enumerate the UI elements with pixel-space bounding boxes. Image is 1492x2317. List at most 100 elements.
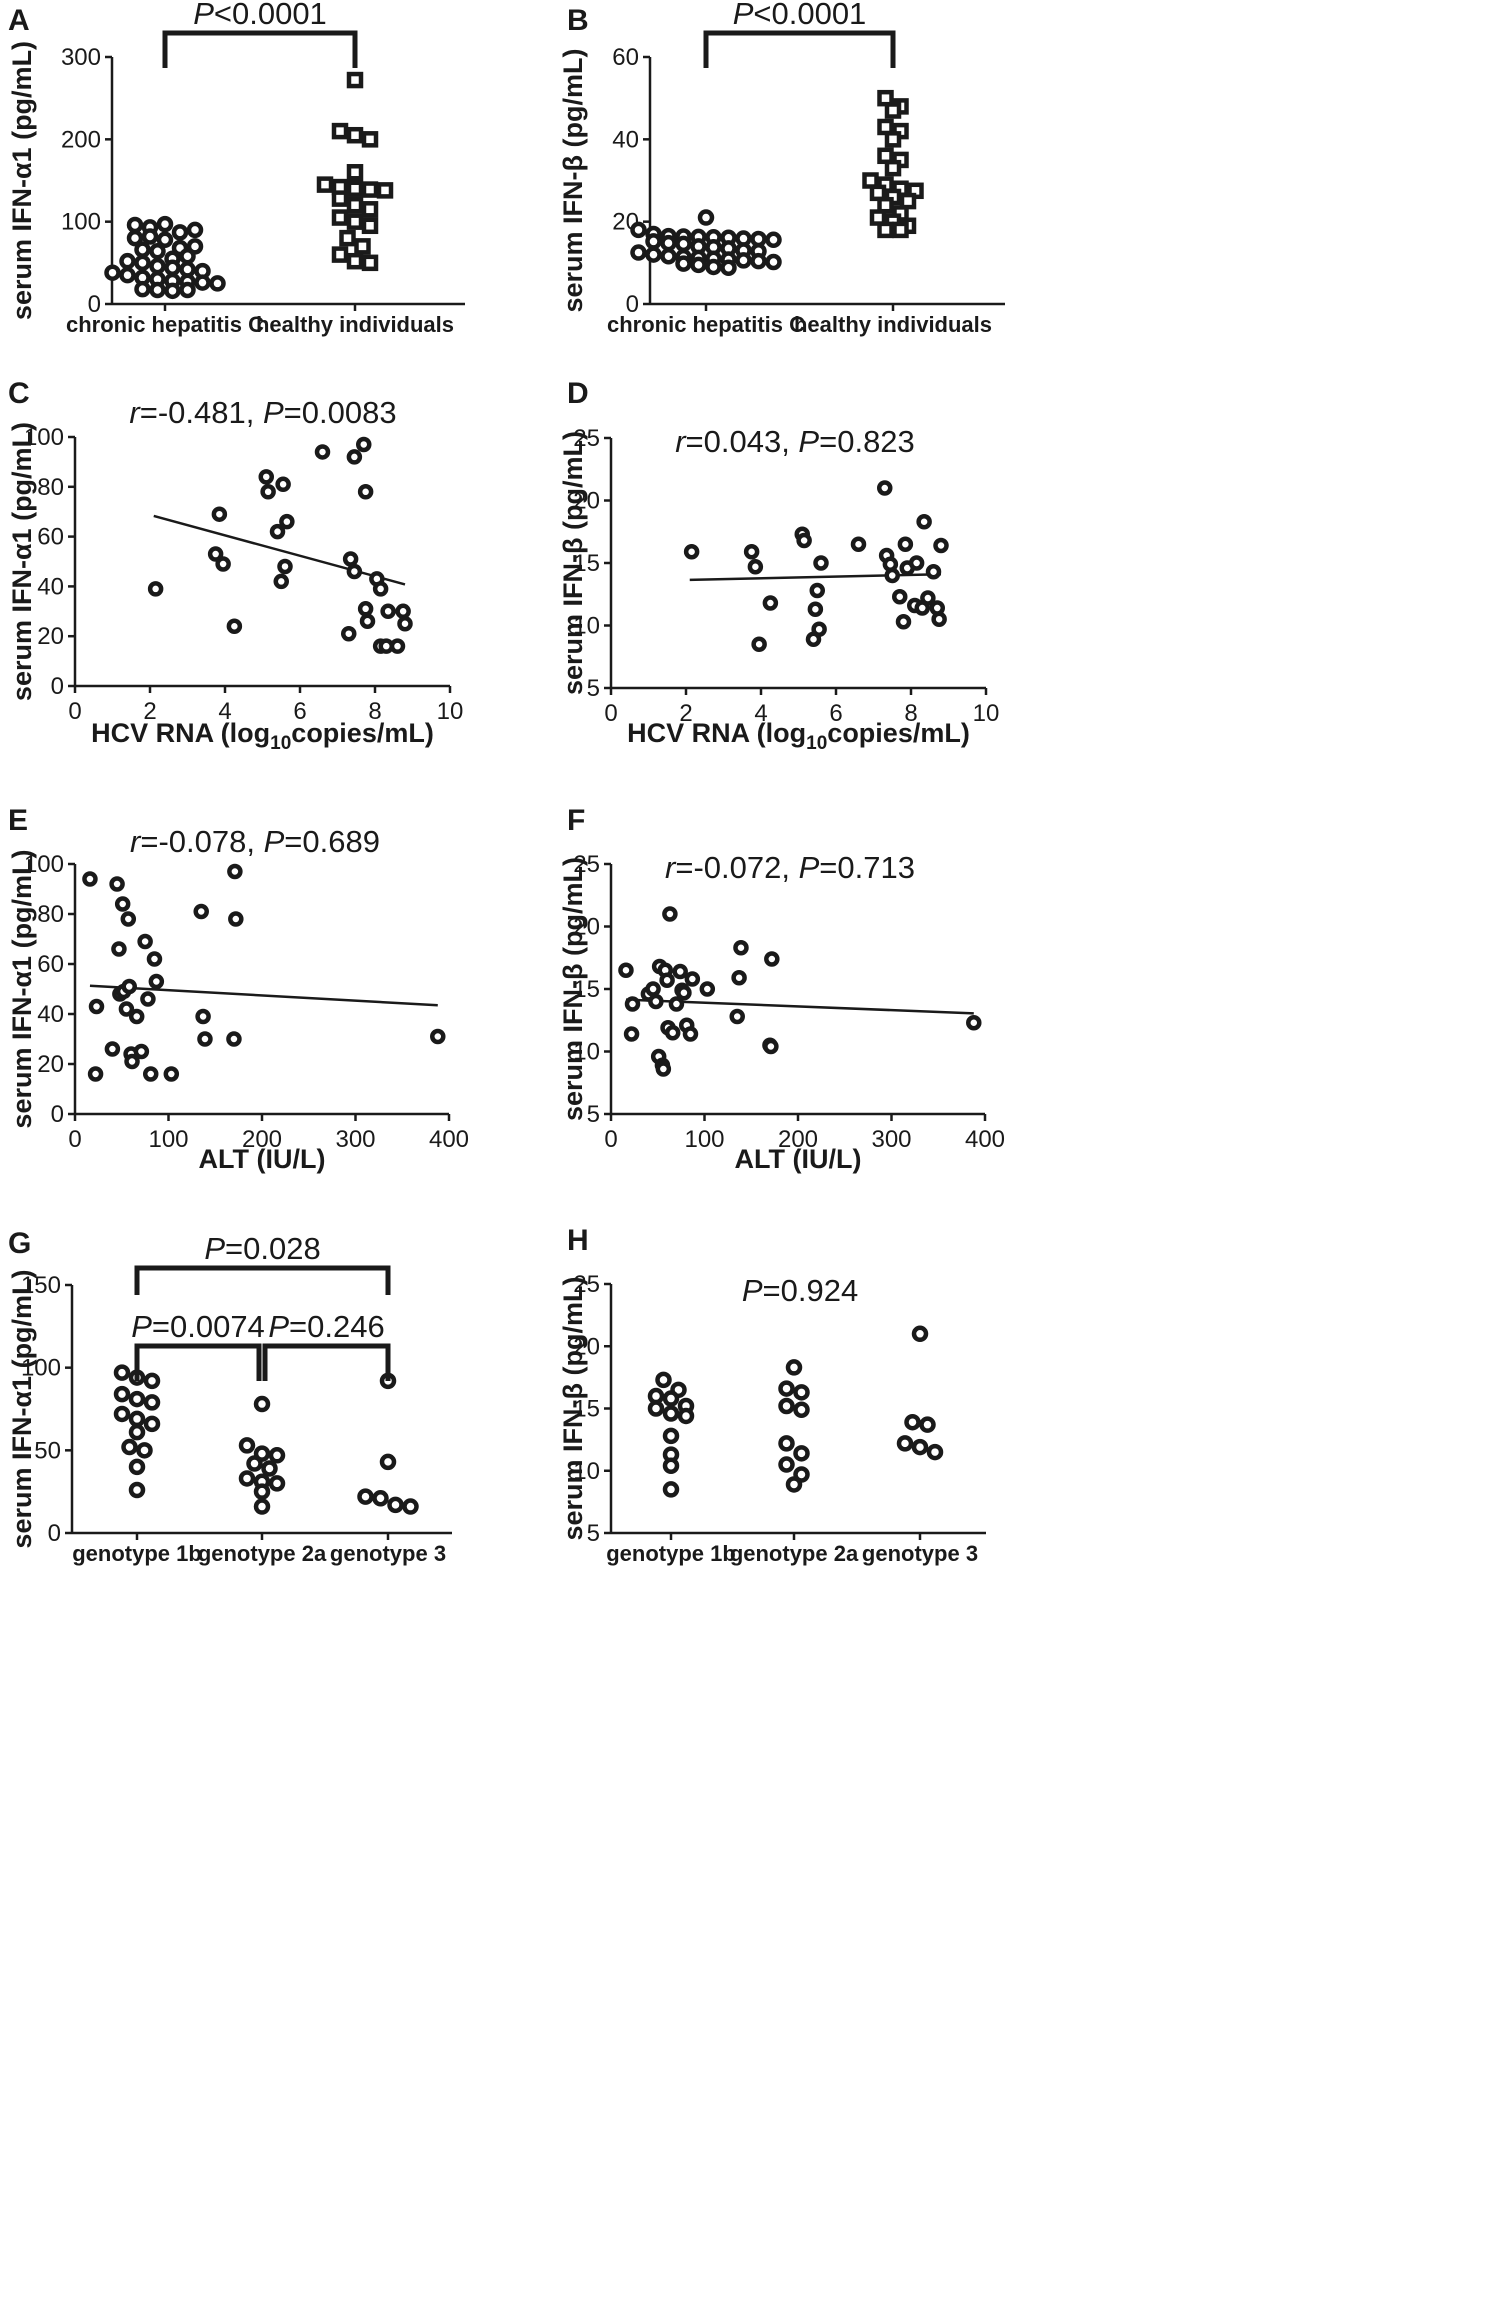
- x-tick-label: 200: [778, 1126, 818, 1153]
- data-point: [672, 963, 688, 980]
- data-point: [933, 537, 949, 554]
- data-point-square: [346, 213, 364, 230]
- data-point: [675, 255, 692, 272]
- data-point: [668, 996, 685, 1012]
- panel-letter: G: [8, 1227, 31, 1260]
- data-point: [793, 1384, 810, 1401]
- category-label: chronic hepatitis C: [607, 312, 805, 337]
- p-value-label: P=0.0074: [131, 1309, 265, 1344]
- p-value-text: =0.0083: [284, 395, 397, 430]
- data-point: [124, 1053, 140, 1070]
- data-point: [238, 1437, 256, 1454]
- data-point: [226, 618, 243, 634]
- data-point-square: [331, 122, 349, 140]
- panel-a: A 0 100 200 300 serum IFN-α1 (pg/mL) chronic h…: [7, 0, 465, 337]
- data-point: [729, 1008, 745, 1025]
- y-tick-label: 40: [612, 126, 639, 153]
- p-symbol: P: [733, 0, 754, 31]
- y-tick-label: 40: [37, 1001, 64, 1028]
- data-point: [119, 266, 136, 284]
- data-point: [380, 603, 396, 620]
- y-axis-title: serum IFN-β (pg/mL): [558, 49, 588, 313]
- data-point: [273, 573, 289, 590]
- regression-line: [689, 573, 942, 582]
- y-tick-label: 0: [48, 1520, 61, 1547]
- y-tick-label: 60: [612, 44, 639, 71]
- y-tick-label: 5: [587, 1520, 600, 1547]
- data-point: [193, 903, 209, 920]
- data-point: [372, 1490, 389, 1507]
- x-tick-label: 0: [604, 700, 617, 727]
- x-axis-title: ALT (IU/L): [199, 1144, 326, 1174]
- data-point: [246, 1455, 263, 1472]
- stat-annotation: P=0.924: [742, 1273, 858, 1308]
- data-point: [778, 1435, 795, 1452]
- data-point: [697, 209, 715, 226]
- x-tick-label: 2: [143, 698, 156, 725]
- y-tick-label: 100: [24, 424, 64, 451]
- data-point: [146, 951, 163, 967]
- y-tick-label: 20: [37, 1051, 64, 1078]
- p-symbol: P: [131, 1309, 152, 1344]
- data-point: [778, 1397, 795, 1415]
- data-point: [357, 484, 374, 500]
- data-point: [662, 1427, 680, 1445]
- x-tick-label: 8: [904, 700, 917, 727]
- data-point-square: [331, 209, 349, 226]
- data-point: [896, 1435, 914, 1452]
- data-point: [379, 1453, 397, 1471]
- data-point-square: [316, 176, 334, 193]
- x-tick-label: 6: [293, 698, 306, 725]
- data-point: [82, 871, 98, 887]
- y-tick-label: 0: [51, 673, 64, 700]
- y-tick-label: 5: [587, 675, 600, 702]
- data-point: [128, 1410, 146, 1428]
- data-point: [372, 581, 389, 597]
- p-value-text: =0.924: [763, 1273, 859, 1308]
- category-label: genotype 3: [330, 1541, 446, 1566]
- category-label: healthy individuals: [256, 312, 454, 337]
- data-point: [904, 1413, 921, 1431]
- y-tick-label: 15: [573, 1396, 600, 1423]
- y-tick-label: 15: [573, 550, 600, 577]
- data-point: [731, 970, 747, 986]
- data-point: [877, 480, 893, 496]
- y-tick-label: 10: [573, 1039, 600, 1066]
- data-point: [258, 469, 274, 485]
- data-point: [705, 258, 722, 276]
- stat-annotation: r=0.043, P=0.823: [675, 424, 915, 459]
- data-point: [164, 282, 181, 300]
- p-value-label: P<0.0001: [193, 0, 327, 31]
- data-point: [137, 933, 153, 950]
- data-point: [143, 1415, 161, 1433]
- data-point: [279, 513, 295, 530]
- data-point: [120, 911, 137, 927]
- data-point: [118, 1001, 135, 1017]
- y-axis-title: serum IFN-β (pg/mL): [558, 431, 588, 695]
- data-point: [660, 247, 677, 265]
- data-point: [662, 1457, 680, 1475]
- data-point: [645, 233, 662, 250]
- data-point: [630, 244, 647, 261]
- p-value-text: =0.823: [819, 424, 915, 459]
- data-point: [402, 1498, 419, 1515]
- y-tick-label: 40: [37, 573, 64, 600]
- data-point-square: [346, 126, 364, 144]
- data-point: [908, 555, 925, 571]
- data-point: [676, 985, 692, 1001]
- y-axis-title: serum IFN-α1 (pg/mL): [7, 1269, 37, 1548]
- data-point: [179, 281, 196, 299]
- y-tick-label: 0: [626, 291, 639, 318]
- p-symbol: P: [799, 850, 820, 885]
- data-point: [113, 1405, 131, 1423]
- data-point: [778, 1380, 795, 1397]
- x-tick-label: 10: [973, 700, 1000, 727]
- x-axis-title: HCV RNA (log10copies/mL): [91, 718, 434, 754]
- data-point: [356, 436, 372, 453]
- y-tick-label: 100: [24, 851, 64, 878]
- data-point: [430, 1028, 446, 1045]
- x-title-part: HCV RNA (log: [627, 718, 806, 748]
- data-point: [925, 564, 942, 580]
- regression-line: [625, 998, 974, 1015]
- data-point-square: [361, 217, 379, 235]
